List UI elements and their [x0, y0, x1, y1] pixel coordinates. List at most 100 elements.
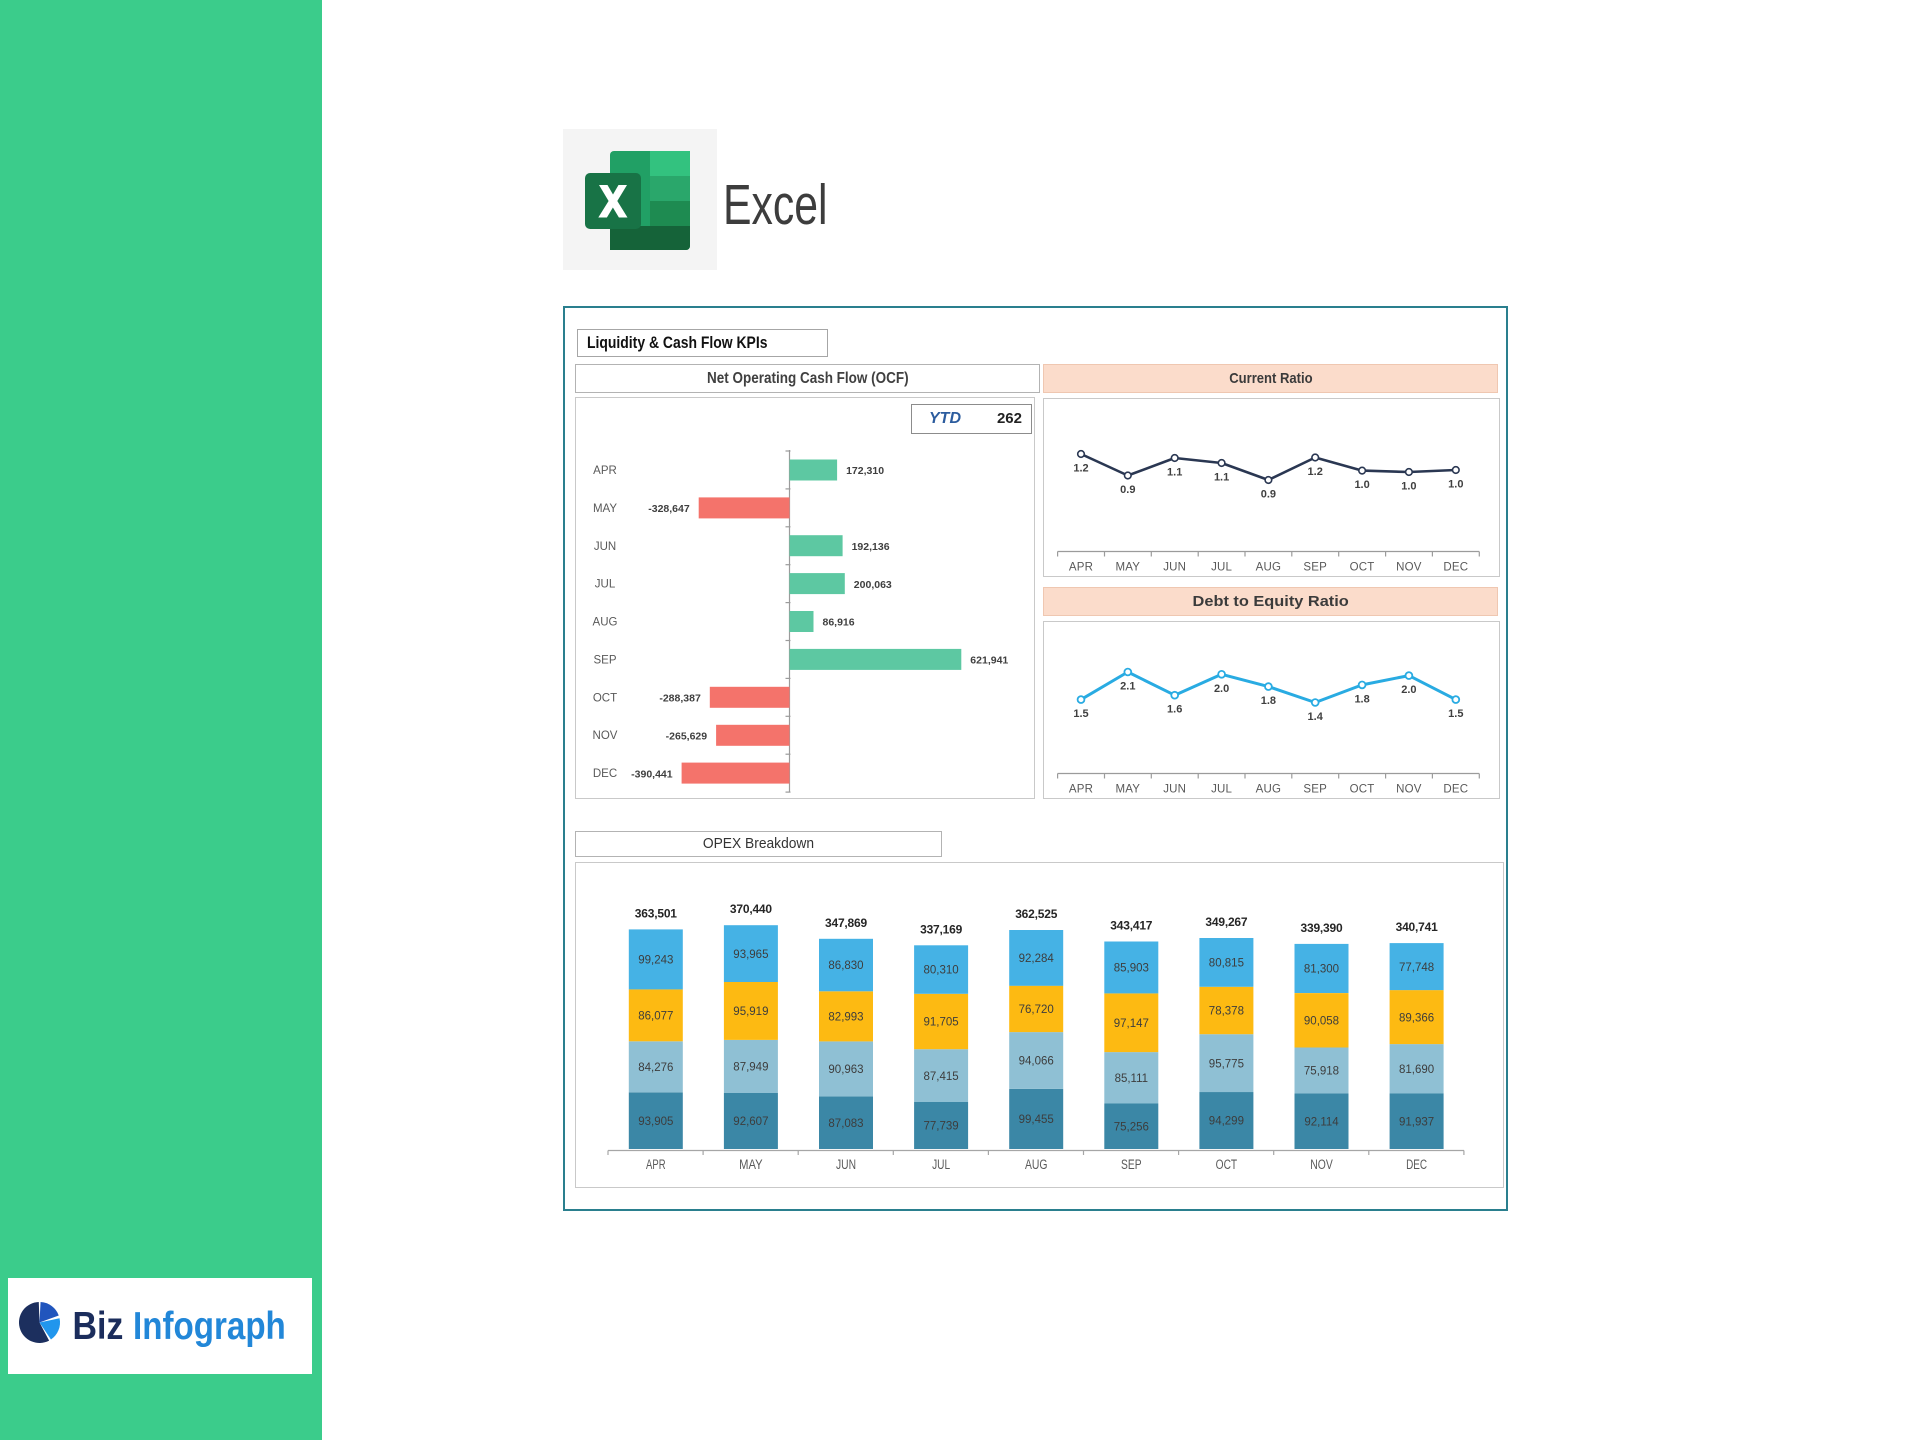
- svg-text:76,720: 76,720: [1019, 1004, 1054, 1016]
- svg-text:JUL: JUL: [1211, 784, 1232, 796]
- svg-text:82,993: 82,993: [828, 1012, 863, 1024]
- svg-text:94,299: 94,299: [1209, 1116, 1244, 1128]
- svg-text:92,114: 92,114: [1304, 1116, 1339, 1128]
- svg-text:APR: APR: [593, 465, 617, 477]
- svg-text:OCT: OCT: [1350, 784, 1375, 796]
- svg-text:86,830: 86,830: [828, 960, 863, 972]
- svg-text:MAY: MAY: [739, 1157, 763, 1172]
- svg-text:87,083: 87,083: [828, 1118, 863, 1130]
- svg-text:339,390: 339,390: [1301, 921, 1344, 935]
- svg-text:93,905: 93,905: [638, 1116, 673, 1128]
- svg-text:AUG: AUG: [1256, 784, 1282, 796]
- svg-text:95,775: 95,775: [1209, 1058, 1244, 1070]
- svg-text:Infograph: Infograph: [133, 1303, 286, 1347]
- svg-text:91,937: 91,937: [1399, 1116, 1434, 1128]
- svg-text:92,284: 92,284: [1019, 953, 1055, 965]
- svg-text:SEP: SEP: [593, 654, 616, 666]
- svg-text:JUN: JUN: [1163, 562, 1186, 574]
- svg-text:87,415: 87,415: [924, 1071, 959, 1083]
- svg-text:192,136: 192,136: [852, 541, 890, 553]
- svg-text:77,748: 77,748: [1399, 962, 1434, 974]
- svg-text:90,058: 90,058: [1304, 1016, 1339, 1028]
- svg-text:SEP: SEP: [1303, 562, 1327, 574]
- svg-text:DEC: DEC: [1443, 562, 1468, 574]
- svg-text:1.2: 1.2: [1308, 466, 1323, 478]
- svg-text:2.0: 2.0: [1214, 683, 1229, 695]
- svg-text:2.0: 2.0: [1401, 684, 1416, 696]
- svg-text:1.8: 1.8: [1354, 693, 1369, 705]
- svg-text:1.6: 1.6: [1167, 704, 1182, 716]
- svg-text:349,267: 349,267: [1205, 915, 1248, 929]
- svg-text:347,869: 347,869: [825, 916, 868, 930]
- svg-text:172,310: 172,310: [846, 465, 884, 477]
- svg-text:1.8: 1.8: [1261, 695, 1276, 707]
- svg-text:1.0: 1.0: [1354, 479, 1369, 491]
- svg-text:340,741: 340,741: [1396, 920, 1439, 934]
- svg-text:AUG: AUG: [593, 617, 618, 629]
- svg-text:JUL: JUL: [1211, 562, 1232, 574]
- svg-text:97,147: 97,147: [1114, 1018, 1149, 1030]
- svg-text:77,739: 77,739: [924, 1121, 959, 1133]
- svg-text:84,276: 84,276: [638, 1062, 673, 1074]
- svg-text:90,963: 90,963: [828, 1064, 863, 1076]
- svg-text:AUG: AUG: [1256, 562, 1282, 574]
- svg-text:NOV: NOV: [593, 730, 618, 742]
- svg-text:99,455: 99,455: [1019, 1114, 1054, 1126]
- svg-text:NOV: NOV: [1396, 562, 1422, 574]
- svg-text:1.5: 1.5: [1448, 708, 1463, 720]
- svg-text:95,919: 95,919: [733, 1006, 768, 1018]
- svg-text:APR: APR: [646, 1157, 666, 1172]
- svg-text:362,525: 362,525: [1015, 907, 1058, 921]
- svg-text:87,949: 87,949: [733, 1062, 768, 1074]
- svg-text:DEC: DEC: [1443, 784, 1468, 796]
- svg-text:1.1: 1.1: [1167, 467, 1182, 479]
- svg-text:SEP: SEP: [1121, 1157, 1142, 1172]
- svg-text:1.5: 1.5: [1073, 708, 1088, 720]
- svg-text:DEC: DEC: [1406, 1157, 1427, 1172]
- svg-text:APR: APR: [1069, 784, 1093, 796]
- svg-text:1.0: 1.0: [1401, 481, 1416, 493]
- svg-text:99,243: 99,243: [638, 955, 673, 967]
- svg-text:JUL: JUL: [595, 579, 616, 591]
- svg-text:200,063: 200,063: [854, 579, 892, 591]
- svg-text:MAY: MAY: [593, 503, 617, 515]
- svg-text:OCT: OCT: [1350, 562, 1375, 574]
- svg-text:92,607: 92,607: [733, 1116, 768, 1128]
- svg-text:MAY: MAY: [1115, 784, 1140, 796]
- svg-text:86,077: 86,077: [638, 1011, 673, 1023]
- svg-text:JUN: JUN: [1163, 784, 1186, 796]
- svg-text:MAY: MAY: [1115, 562, 1140, 574]
- svg-text:75,256: 75,256: [1114, 1122, 1149, 1134]
- svg-text:86,916: 86,916: [823, 617, 855, 629]
- svg-text:DEC: DEC: [593, 768, 617, 780]
- svg-text:SEP: SEP: [1303, 784, 1327, 796]
- svg-text:-328,647: -328,647: [648, 503, 690, 515]
- svg-text:OCT: OCT: [1216, 1157, 1238, 1172]
- svg-text:Biz: Biz: [73, 1304, 124, 1348]
- svg-text:89,366: 89,366: [1399, 1012, 1434, 1024]
- svg-text:93,965: 93,965: [733, 949, 768, 961]
- svg-text:78,378: 78,378: [1209, 1006, 1244, 1018]
- svg-text:-390,441: -390,441: [631, 768, 673, 780]
- svg-text:OCT: OCT: [593, 692, 617, 704]
- svg-text:2.1: 2.1: [1120, 681, 1135, 693]
- svg-text:0.9: 0.9: [1120, 484, 1135, 496]
- svg-text:337,169: 337,169: [920, 922, 963, 936]
- svg-text:370,440: 370,440: [730, 902, 773, 916]
- svg-text:NOV: NOV: [1396, 784, 1422, 796]
- svg-text:91,705: 91,705: [924, 1017, 959, 1029]
- svg-text:NOV: NOV: [1310, 1157, 1333, 1172]
- svg-text:JUN: JUN: [836, 1157, 856, 1172]
- svg-text:81,690: 81,690: [1399, 1064, 1434, 1076]
- svg-text:85,111: 85,111: [1115, 1073, 1148, 1085]
- svg-text:343,417: 343,417: [1110, 919, 1153, 933]
- svg-text:1.4: 1.4: [1308, 711, 1324, 723]
- svg-text:JUL: JUL: [932, 1157, 950, 1172]
- svg-text:75,918: 75,918: [1304, 1066, 1339, 1078]
- svg-text:80,815: 80,815: [1209, 958, 1244, 970]
- svg-text:621,941: 621,941: [970, 655, 1008, 667]
- svg-text:APR: APR: [1069, 562, 1093, 574]
- svg-text:-265,629: -265,629: [666, 730, 708, 742]
- svg-text:JUN: JUN: [594, 541, 616, 553]
- svg-text:85,903: 85,903: [1114, 963, 1149, 975]
